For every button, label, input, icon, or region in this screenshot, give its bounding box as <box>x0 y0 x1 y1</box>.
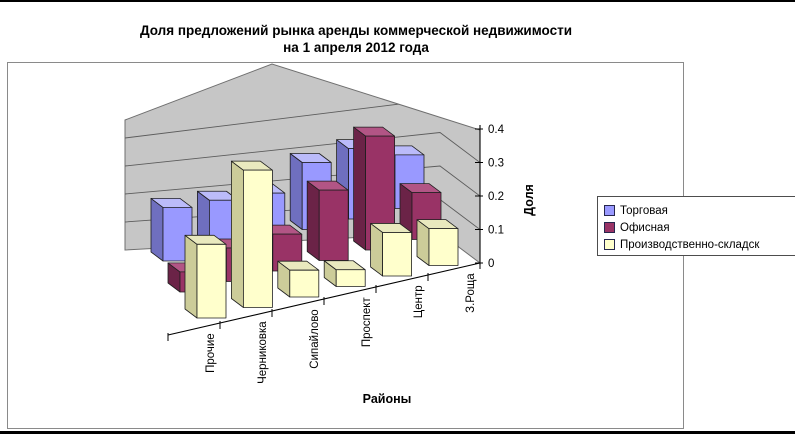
bar-s3-Черниковка <box>230 160 273 308</box>
bar-side-face <box>150 197 164 262</box>
page-top-border <box>0 0 795 2</box>
category-label-Сипайлово: Сипайлово <box>309 309 321 368</box>
bar-front-face <box>289 269 320 298</box>
chart-title-line2: на 1 апреля 2012 года <box>283 40 429 55</box>
gridline-0.3 <box>125 132 480 167</box>
bar-s3-Центр <box>370 223 413 277</box>
legend-label-proizvodstvenno: Производственно-складск <box>620 238 760 251</box>
category-label-З.Роща: З.Роща <box>465 273 477 313</box>
bar-front-face <box>196 243 227 319</box>
bar-s3-Прочие <box>184 234 227 319</box>
bar-front-face <box>428 228 459 266</box>
legend-item-proizvodstvenno: Производственно-складск <box>604 236 795 253</box>
legend: Торговая Офисная Производственно-складск <box>597 196 795 256</box>
bar-s3-Сипайлово <box>277 260 320 298</box>
bar-side-face <box>289 153 303 230</box>
bar-side-face <box>306 180 320 261</box>
gridline-0.2 <box>125 165 480 197</box>
category-label-Прочие: Прочие <box>205 333 217 373</box>
legend-swatch-ofisnaya <box>604 222 615 233</box>
category-label-Проспект: Проспект <box>361 297 373 348</box>
bar-front-face <box>318 189 349 261</box>
category-axis-title: Районы <box>363 392 412 406</box>
value-tick-label-0.1: 0.1 <box>488 225 504 237</box>
series-Производственно-складск <box>184 160 459 319</box>
value-axis-title: Доля <box>522 184 536 216</box>
bar-side-face <box>353 126 367 251</box>
category-label-Черниковка: Черниковка <box>257 321 269 384</box>
value-tick-label-0.3: 0.3 <box>488 158 504 170</box>
bar-front-face <box>382 232 413 277</box>
bar-s3-З.Роща <box>416 219 459 266</box>
legend-swatch-torgovaya <box>604 205 615 216</box>
page-bottom-border <box>0 431 795 434</box>
legend-label-torgovaya: Торговая <box>620 204 668 217</box>
bar-side-face <box>230 160 244 308</box>
chart-title-line1: Доля предложений рынка аренды коммерческ… <box>139 23 573 38</box>
category-label-Центр: Центр <box>413 285 425 318</box>
legend-label-ofisnaya: Офисная <box>620 221 670 234</box>
bar-s1-Прочие <box>150 197 193 262</box>
legend-item-torgovaya: Торговая <box>604 202 795 219</box>
value-tick-label-0.2: 0.2 <box>488 191 504 203</box>
legend-swatch-proizvodstvenno <box>604 239 615 250</box>
bar-front-face <box>335 269 366 287</box>
bar-s2-Проспект <box>306 180 349 261</box>
value-tick-label-0: 0 <box>488 258 494 270</box>
bar-side-face <box>184 234 198 319</box>
bar-front-face <box>242 169 273 308</box>
legend-item-ofisnaya: Офисная <box>604 219 795 236</box>
value-tick-label-0.4: 0.4 <box>488 124 505 136</box>
chart-title: Доля предложений рынка аренды коммерческ… <box>0 22 712 56</box>
bar-s3-Проспект <box>323 260 366 287</box>
